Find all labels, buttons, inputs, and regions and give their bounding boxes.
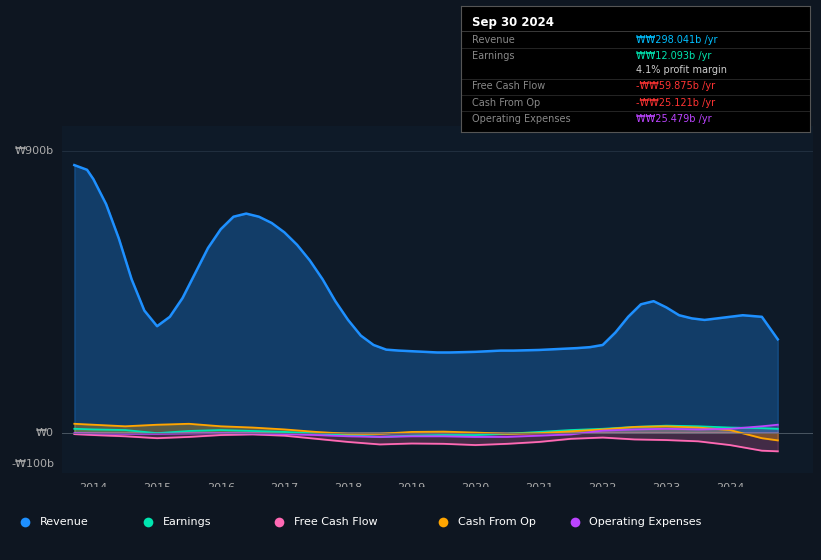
- Text: 4.1% profit margin: 4.1% profit margin: [636, 65, 727, 75]
- Text: -₩₩59.875b /yr: -₩₩59.875b /yr: [636, 81, 715, 91]
- Text: ₩₩298.041b /yr: ₩₩298.041b /yr: [636, 35, 718, 45]
- Text: Revenue: Revenue: [39, 517, 88, 527]
- Text: Operating Expenses: Operating Expenses: [472, 114, 571, 124]
- Text: ₩0: ₩0: [36, 428, 54, 437]
- Text: Revenue: Revenue: [472, 35, 515, 45]
- Text: -₩100b: -₩100b: [11, 459, 54, 469]
- Text: Free Cash Flow: Free Cash Flow: [294, 517, 378, 527]
- Text: ₩₩12.093b /yr: ₩₩12.093b /yr: [636, 51, 711, 61]
- Text: ₩900b: ₩900b: [15, 146, 54, 156]
- Text: ₩₩25.479b /yr: ₩₩25.479b /yr: [636, 114, 712, 124]
- Text: Free Cash Flow: Free Cash Flow: [472, 81, 545, 91]
- Text: Cash From Op: Cash From Op: [458, 517, 536, 527]
- Text: Earnings: Earnings: [163, 517, 211, 527]
- Text: Operating Expenses: Operating Expenses: [589, 517, 702, 527]
- Text: Cash From Op: Cash From Op: [472, 97, 540, 108]
- Text: Earnings: Earnings: [472, 51, 515, 61]
- Text: -₩₩25.121b /yr: -₩₩25.121b /yr: [636, 97, 715, 108]
- Text: Sep 30 2024: Sep 30 2024: [472, 16, 554, 29]
